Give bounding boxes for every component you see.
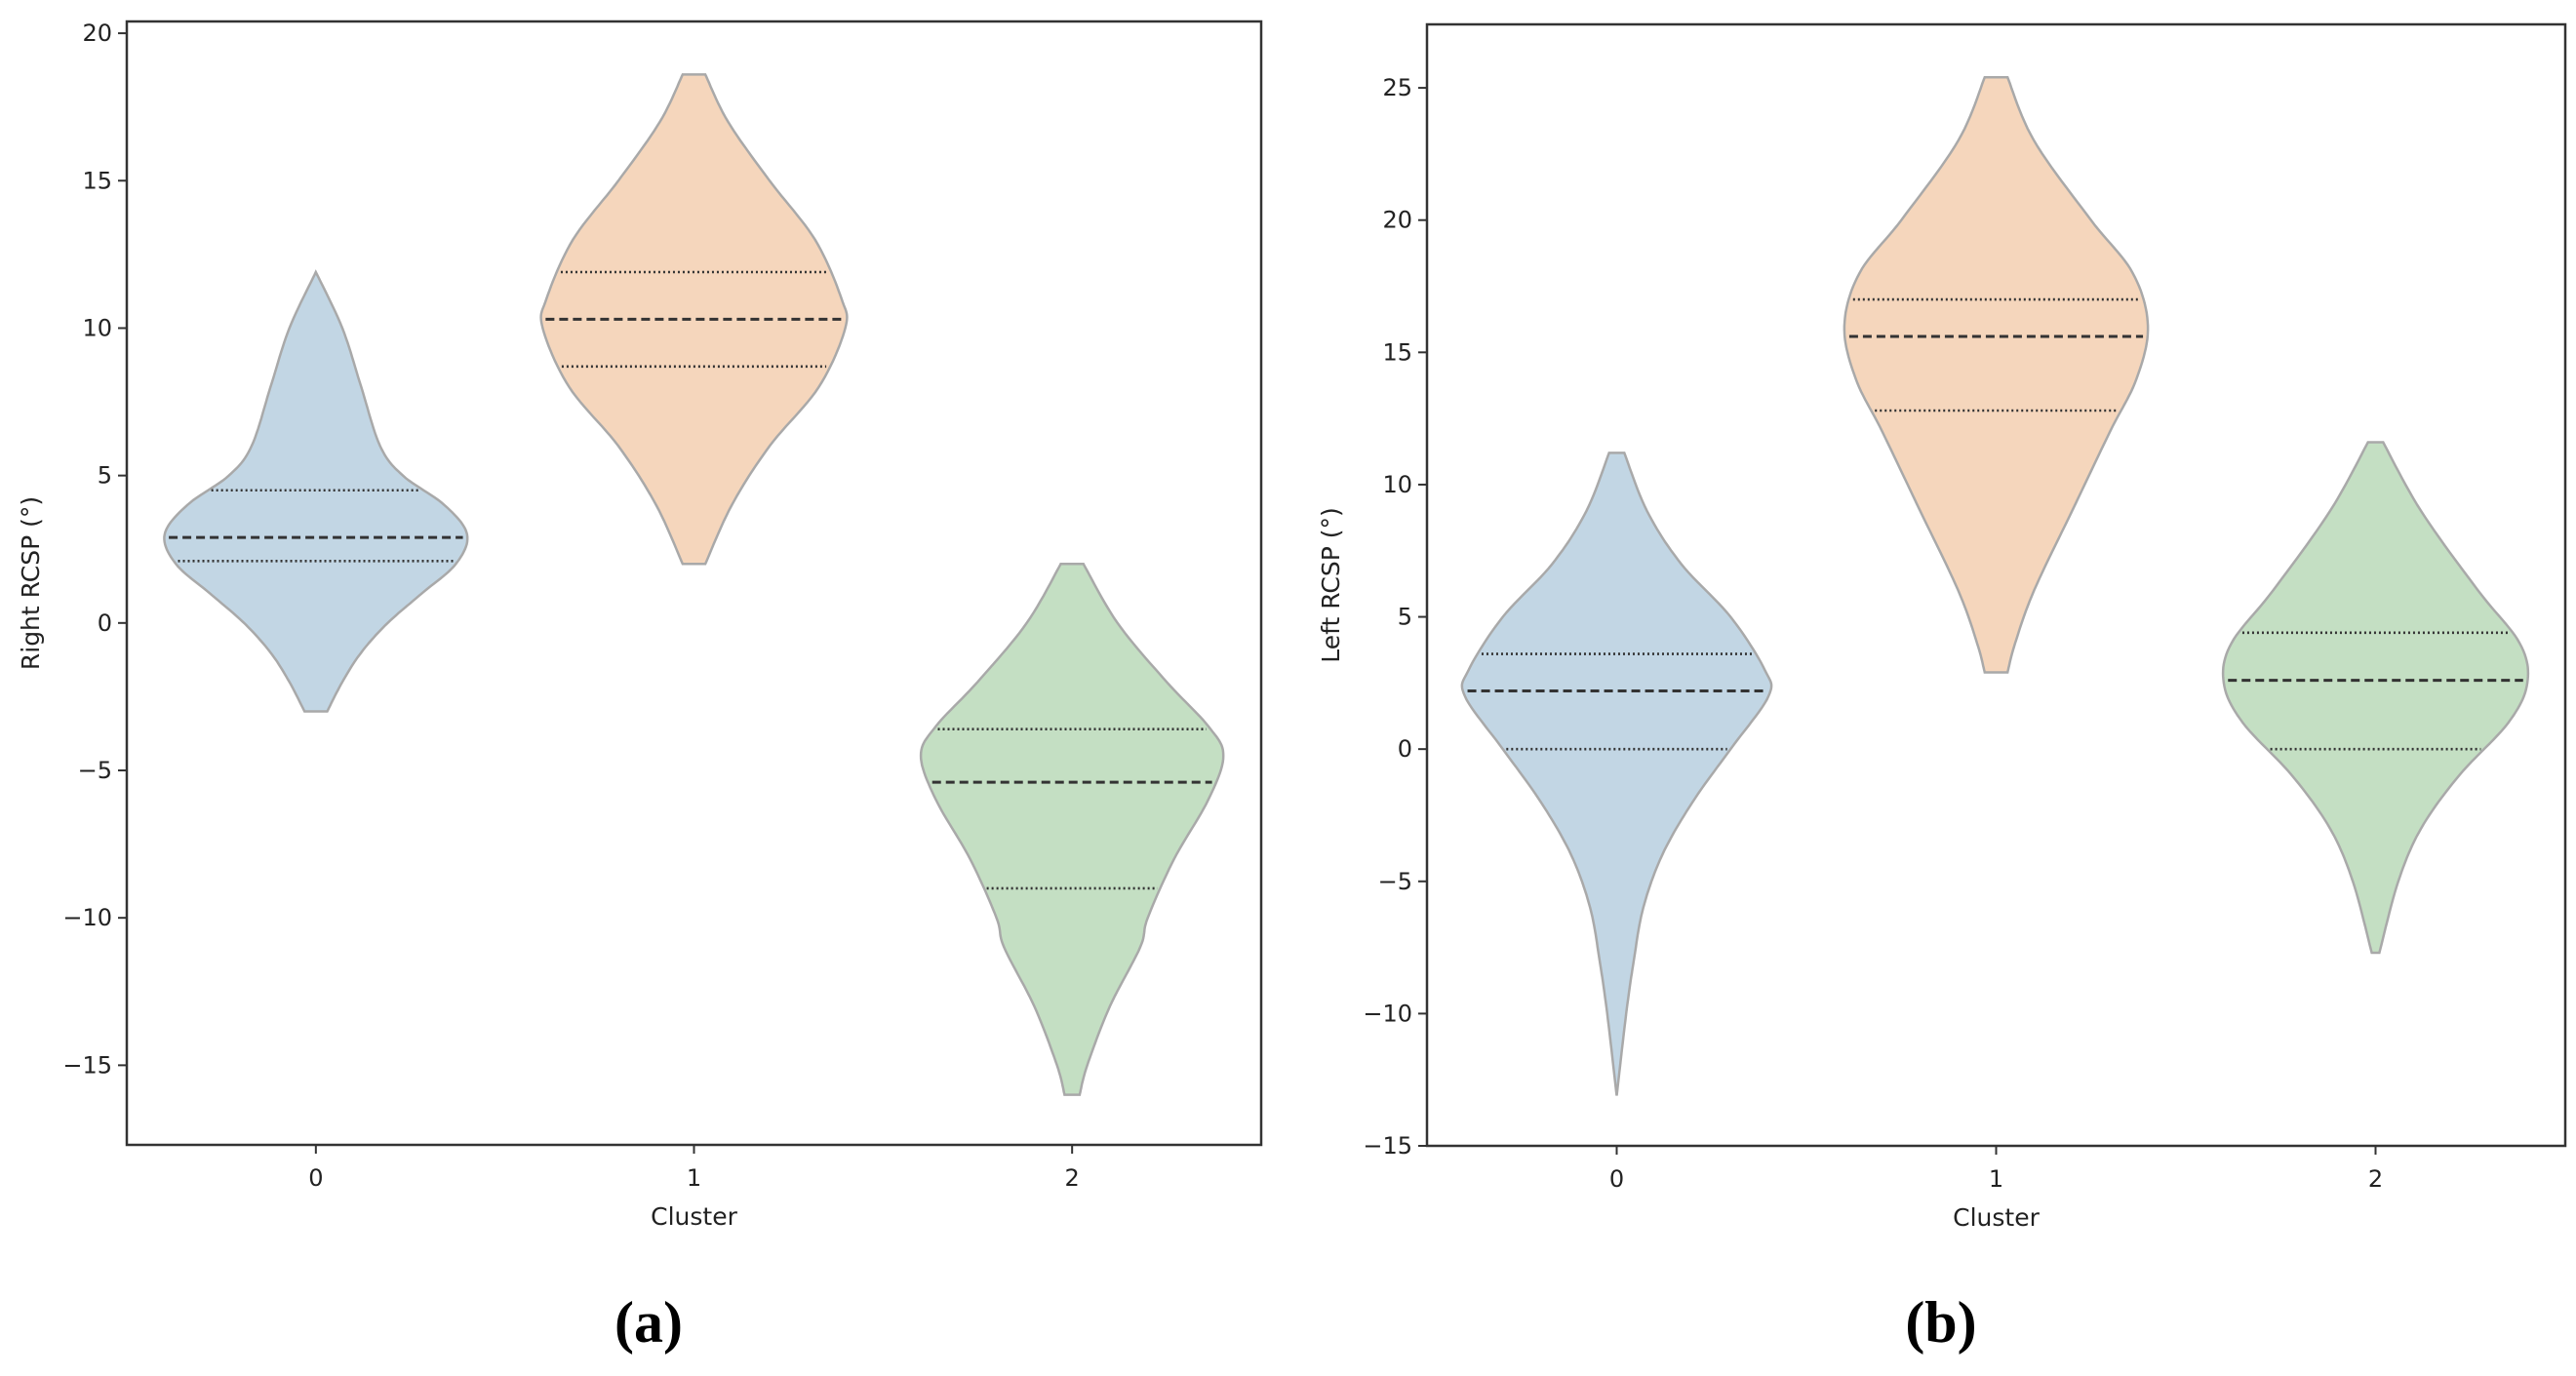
y-tick-label: 20 bbox=[1382, 207, 1412, 234]
x-axis-label: Cluster bbox=[1953, 1203, 2040, 1232]
x-axis-label: Cluster bbox=[651, 1202, 737, 1231]
violin-cluster-1 bbox=[1843, 75, 2150, 674]
x-tick-label: 0 bbox=[1609, 1165, 1624, 1193]
panel-label-b: (b) bbox=[1905, 1290, 1977, 1355]
y-tick-label: −10 bbox=[62, 904, 112, 931]
y-tick-label: 0 bbox=[1398, 735, 1412, 763]
x-tick-label: 2 bbox=[2368, 1165, 2383, 1193]
y-tick-label: −5 bbox=[1378, 868, 1412, 895]
panel-label-a: (a) bbox=[614, 1290, 683, 1355]
y-tick-label: 10 bbox=[1382, 471, 1412, 498]
y-tick-label: −15 bbox=[62, 1051, 112, 1079]
violin-cluster-2 bbox=[2221, 441, 2530, 955]
x-tick-label: 0 bbox=[308, 1164, 323, 1192]
y-tick-label: −15 bbox=[1363, 1132, 1412, 1160]
violin-cluster-2 bbox=[919, 563, 1225, 1096]
y-tick-label: 25 bbox=[1382, 74, 1412, 101]
violin-cluster-0 bbox=[1460, 452, 1773, 1096]
chart-panel-0: −15 −10 −5 0 5 10 15 20 0 1 2 Cluster Right RCSP (°) bbox=[17, 20, 1263, 1231]
y-tick-label: 5 bbox=[98, 462, 112, 490]
y-axis-label: Left RCSP (°) bbox=[1317, 507, 1345, 662]
y-tick-label: −10 bbox=[1363, 1000, 1412, 1027]
y-tick-label: 15 bbox=[82, 167, 112, 194]
y-tick-label: −5 bbox=[78, 757, 112, 784]
y-tick-label: 10 bbox=[82, 314, 112, 341]
y-tick-label: 15 bbox=[1382, 338, 1412, 366]
y-axis-label: Right RCSP (°) bbox=[17, 496, 45, 670]
y-tick-label: 20 bbox=[82, 20, 112, 47]
y-tick-label: 5 bbox=[1398, 604, 1412, 631]
chart-panel-1: −15 −10 −5 0 5 10 15 20 25 0 1 2 Cluster Left RCSP (°… bbox=[1317, 22, 2567, 1232]
x-tick-label: 1 bbox=[1989, 1165, 2003, 1193]
violin-cluster-0 bbox=[163, 269, 469, 713]
x-tick-label: 2 bbox=[1065, 1164, 1080, 1192]
violin-cluster-1 bbox=[539, 73, 849, 566]
y-tick-label: 0 bbox=[98, 609, 112, 637]
x-tick-label: 1 bbox=[687, 1164, 701, 1192]
